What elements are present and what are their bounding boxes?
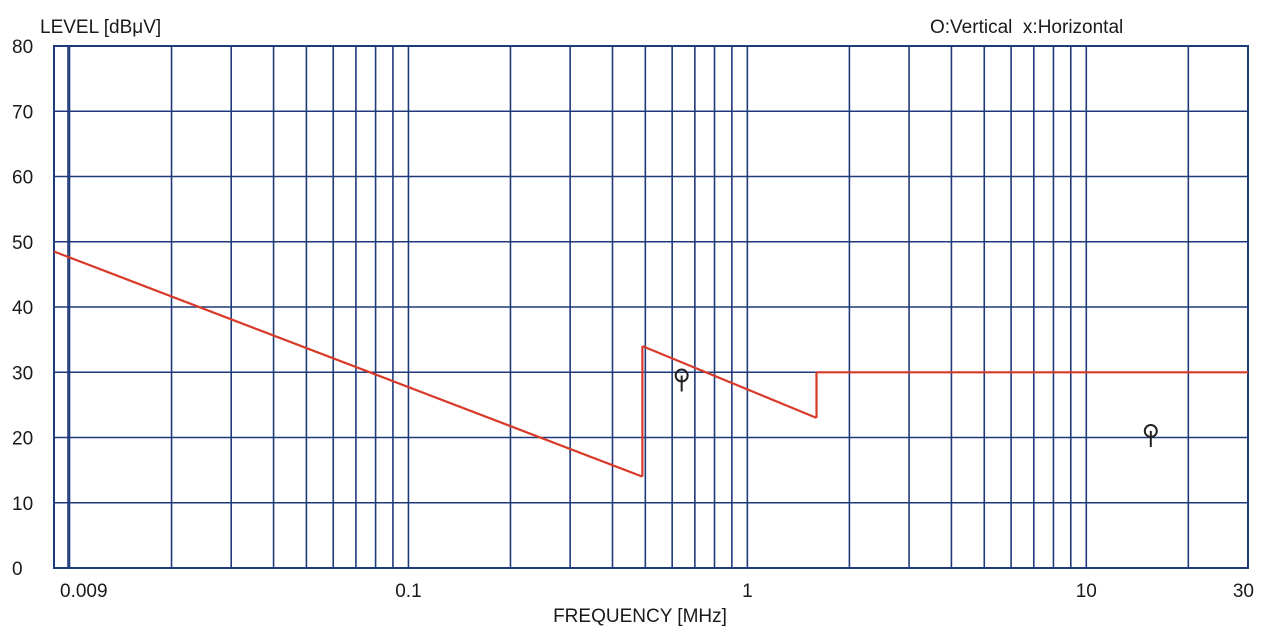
y-tick-label: 20 (12, 429, 33, 450)
vertical-marker-o (1143, 423, 1158, 447)
x-tick-label: 0.009 (60, 581, 108, 602)
y-tick-label: 30 (12, 363, 33, 384)
legend-text: O:Vertical x:Horizontal (930, 17, 1123, 38)
x-tick-label: 30 (1233, 581, 1254, 602)
grid (53, 45, 1249, 569)
plot-frame (53, 45, 1249, 569)
y-tick-label: 80 (12, 37, 33, 58)
series-layer (53, 250, 1248, 478)
y-tick-label: 40 (12, 298, 33, 319)
y-axis-label: LEVEL [dBμV] (40, 17, 161, 38)
y-tick-label: 10 (12, 494, 33, 515)
x-tick-label: 0.1 (395, 581, 421, 602)
y-tick-label: 50 (12, 233, 33, 254)
y-tick-label: 70 (12, 102, 33, 123)
x-tick-labels: 0.009 0.1 1 10 30 (60, 581, 1254, 602)
x-axis-label: FREQUENCY [MHz] (553, 606, 727, 627)
y-tick-labels: 0 10 20 30 40 50 60 70 80 (12, 37, 33, 580)
y-tick-label: 60 (12, 168, 33, 189)
limit-line-segment (53, 250, 643, 478)
vertical-marker-o (674, 368, 689, 392)
x-tick-label: 1 (742, 581, 753, 602)
y-tick-label: 0 (12, 559, 23, 580)
marker-layer (674, 368, 1158, 447)
limit-line-segment (641, 345, 817, 419)
x-tick-label: 10 (1076, 581, 1097, 602)
